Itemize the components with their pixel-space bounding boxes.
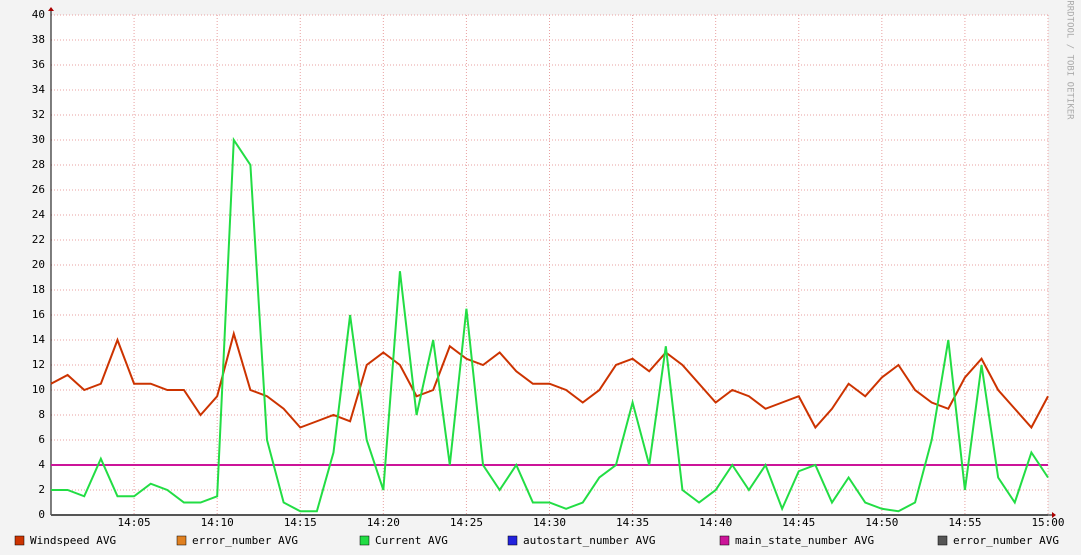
y-tick-label: 34 — [32, 83, 46, 96]
legend-swatch — [176, 535, 187, 546]
y-tick-label: 26 — [32, 183, 45, 196]
legend-label: Current AVG — [375, 534, 448, 547]
x-tick-label: 14:20 — [367, 516, 400, 529]
legend-swatch — [507, 535, 518, 546]
y-tick-label: 18 — [32, 283, 45, 296]
x-tick-label: 14:25 — [450, 516, 483, 529]
y-tick-label: 14 — [32, 333, 46, 346]
y-tick-label: 12 — [32, 358, 45, 371]
y-tick-label: 8 — [38, 408, 45, 421]
y-tick-label: 0 — [38, 508, 45, 521]
y-tick-label: 38 — [32, 33, 45, 46]
x-tick-label: 14:55 — [948, 516, 981, 529]
y-tick-label: 2 — [38, 483, 45, 496]
y-tick-label: 30 — [32, 133, 45, 146]
x-tick-label: 14:40 — [699, 516, 732, 529]
y-tick-label: 28 — [32, 158, 45, 171]
x-tick-label: 14:30 — [533, 516, 566, 529]
legend-swatch — [14, 535, 25, 546]
legend-label: autostart_number AVG — [523, 534, 655, 547]
x-tick-label: 14:05 — [118, 516, 151, 529]
legend-label: Windspeed AVG — [30, 534, 116, 547]
y-tick-label: 22 — [32, 233, 45, 246]
y-tick-label: 4 — [38, 458, 45, 471]
legend-swatch — [937, 535, 948, 546]
y-tick-label: 6 — [38, 433, 45, 446]
y-tick-label: 32 — [32, 108, 45, 121]
legend-swatch — [719, 535, 730, 546]
legend-label: error_number AVG — [192, 534, 298, 547]
y-tick-label: 16 — [32, 308, 45, 321]
x-tick-label: 14:45 — [782, 516, 815, 529]
x-tick-label: 14:15 — [284, 516, 317, 529]
y-tick-label: 40 — [32, 8, 45, 21]
x-tick-label: 15:00 — [1031, 516, 1064, 529]
y-tick-label: 36 — [32, 58, 45, 71]
x-axis-arrow — [1052, 512, 1056, 518]
y-tick-label: 20 — [32, 258, 45, 271]
legend-label: main_state_number AVG — [735, 534, 874, 547]
series-line — [51, 136, 1049, 513]
legend-label: error_number AVG — [953, 534, 1059, 547]
series-line — [50, 330, 1049, 430]
x-tick-label: 14:50 — [865, 516, 898, 529]
y-tick-label: 10 — [32, 383, 45, 396]
legend-swatch — [359, 535, 370, 546]
x-tick-label: 14:10 — [201, 516, 234, 529]
y-axis-arrow — [48, 7, 54, 11]
watermark: RRDTOOL / TOBI OETIKER — [1065, 0, 1075, 120]
y-tick-label: 24 — [32, 208, 46, 221]
x-tick-label: 14:35 — [616, 516, 649, 529]
